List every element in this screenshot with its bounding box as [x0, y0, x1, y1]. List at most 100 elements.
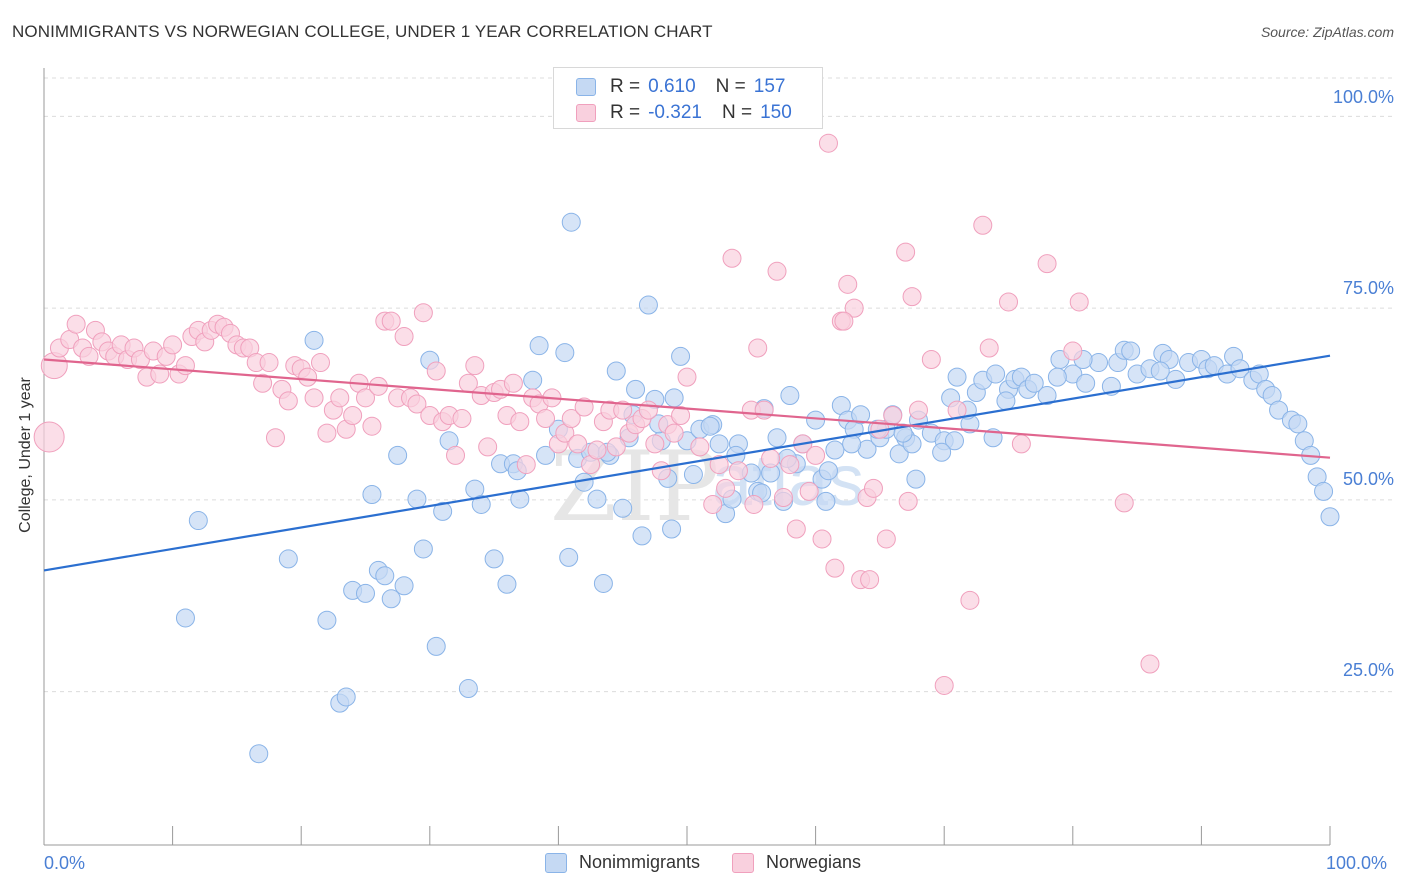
point-nonimmigrants — [606, 361, 626, 381]
point-nonimmigrants — [986, 364, 1006, 384]
point-nonimmigrants — [1024, 373, 1044, 393]
point-norwegians — [175, 356, 195, 376]
point-norwegians — [934, 675, 954, 695]
point-norwegians — [671, 405, 691, 425]
point-nonimmigrants — [1089, 353, 1109, 373]
point-nonimmigrants — [356, 583, 375, 603]
x-tick-label: 100.0% — [1326, 853, 1388, 873]
point-norwegians — [587, 440, 607, 460]
point-norwegians — [921, 349, 941, 369]
y-tick-label: 75.0% — [1342, 278, 1394, 298]
point-norwegians — [330, 388, 350, 408]
point-norwegians — [898, 491, 918, 511]
point-norwegians — [413, 303, 433, 323]
point-norwegians — [703, 494, 723, 514]
point-norwegians — [510, 412, 530, 432]
point-nonimmigrants — [426, 636, 446, 656]
point-norwegians — [1037, 254, 1057, 274]
point-nonimmigrants — [889, 444, 909, 464]
point-norwegians — [568, 434, 588, 454]
point-norwegians — [561, 409, 581, 429]
point-norwegians — [818, 133, 838, 153]
point-norwegians — [536, 409, 556, 429]
point-nonimmigrants — [662, 519, 682, 539]
point-nonimmigrants — [1314, 481, 1334, 501]
point-norwegians — [860, 570, 880, 590]
point-nonimmigrants — [613, 498, 633, 518]
point-norwegians — [786, 519, 806, 539]
point-norwegians — [728, 461, 748, 481]
series-legend: Nonimmigrants Norwegians — [0, 852, 1406, 873]
point-norwegians — [79, 346, 99, 366]
point-nonimmigrants — [1047, 367, 1067, 387]
point-norwegians — [876, 529, 896, 549]
point-norwegians — [767, 261, 787, 281]
point-norwegians — [452, 409, 472, 429]
point-nonimmigrants — [816, 491, 836, 511]
point-norwegians — [812, 529, 832, 549]
point-nonimmigrants — [559, 547, 579, 567]
point-norwegians — [574, 397, 594, 417]
point-norwegians — [381, 311, 401, 331]
point-nonimmigrants — [458, 679, 478, 699]
legend-swatch — [732, 852, 754, 873]
point-norwegians — [407, 394, 427, 414]
point-norwegians — [664, 423, 684, 443]
point-norwegians — [446, 445, 466, 465]
legend-label: Nonimmigrants — [578, 852, 700, 872]
point-norwegians — [716, 478, 736, 498]
point-norwegians — [896, 242, 916, 262]
point-norwegians — [1011, 434, 1031, 454]
point-norwegians — [66, 314, 86, 334]
y-tick-label: 50.0% — [1342, 469, 1394, 489]
point-nonimmigrants — [767, 428, 787, 448]
point-norwegians — [1140, 654, 1160, 674]
point-norwegians — [722, 248, 742, 268]
point-norwegians — [613, 400, 633, 420]
point-nonimmigrants — [484, 549, 504, 569]
point-nonimmigrants — [944, 431, 964, 451]
axes — [43, 68, 1331, 846]
point-norwegians — [259, 353, 279, 373]
point-nonimmigrants — [555, 343, 575, 363]
point-norwegians — [1069, 292, 1089, 312]
point-norwegians — [979, 338, 999, 358]
point-norwegians — [356, 388, 375, 408]
point-nonimmigrants — [1269, 400, 1289, 420]
point-norwegians — [1063, 341, 1083, 361]
point-norwegians — [973, 215, 993, 235]
point-norwegians — [163, 335, 183, 355]
point-norwegians — [834, 311, 854, 331]
point-nonimmigrants — [806, 410, 826, 430]
grid-lines — [44, 77, 1393, 693]
point-norwegians — [516, 455, 536, 475]
point-norwegians — [465, 356, 485, 376]
point-nonimmigrants — [671, 346, 691, 366]
point-norwegians — [902, 287, 922, 307]
point-norwegians — [1114, 493, 1134, 513]
point-nonimmigrants — [433, 501, 453, 521]
point-nonimmigrants — [362, 484, 382, 504]
stats-legend: R = 0.610 N = 157 R = -0.321 N = 150 — [553, 67, 823, 129]
point-nonimmigrants — [471, 494, 491, 514]
y-tick-label: 25.0% — [1342, 660, 1394, 680]
point-norwegians — [960, 590, 980, 610]
legend-swatch — [544, 852, 567, 873]
point-nonimmigrants — [1288, 414, 1308, 434]
point-nonimmigrants — [1320, 507, 1340, 527]
point-norwegians — [304, 388, 324, 408]
point-norwegians — [638, 400, 658, 420]
point-nonimmigrants — [388, 445, 408, 465]
point-norwegians — [690, 437, 710, 457]
point-nonimmigrants — [394, 576, 414, 596]
point-norwegians — [709, 455, 729, 475]
point-nonimmigrants — [780, 386, 800, 406]
legend-item-nonimmigrants[interactable]: Nonimmigrants — [544, 852, 700, 873]
point-nonimmigrants — [587, 489, 607, 509]
point-norwegians — [744, 494, 764, 514]
point-norwegians — [883, 405, 903, 425]
point-norwegians — [761, 448, 781, 468]
point-norwegians — [844, 298, 864, 318]
point-norwegians — [503, 373, 523, 393]
legend-item-norwegians[interactable]: Norwegians — [732, 852, 861, 873]
